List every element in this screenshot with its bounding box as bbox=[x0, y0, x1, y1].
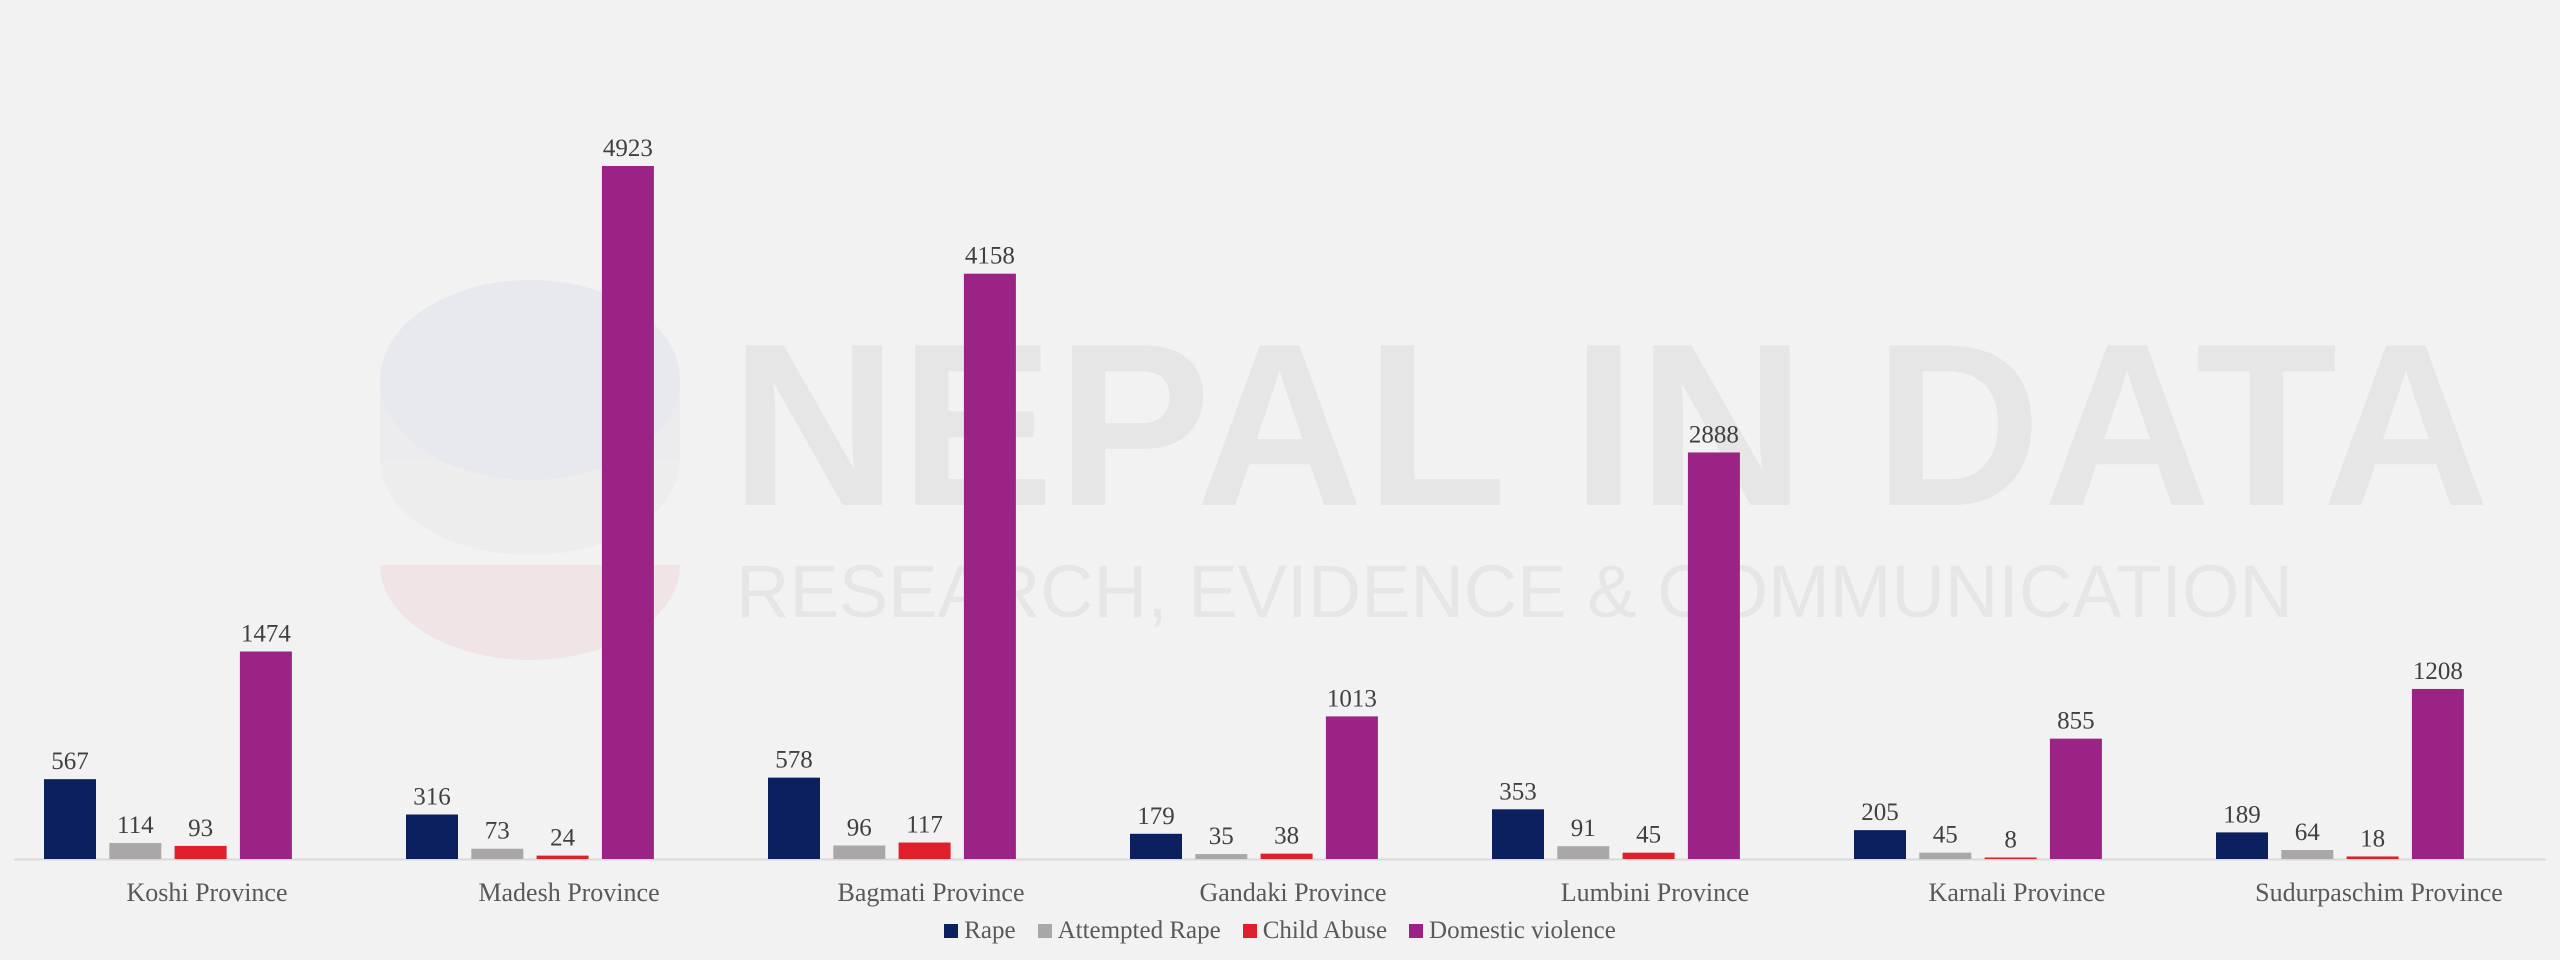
bar bbox=[1557, 846, 1610, 859]
bar bbox=[768, 777, 820, 859]
bar bbox=[174, 845, 227, 859]
data-label: 45 bbox=[1636, 822, 1661, 849]
data-label: 8 bbox=[2004, 827, 2017, 854]
x-tick-label: Lumbini Province bbox=[1561, 878, 1749, 907]
legend-label: Attempted Rape bbox=[1057, 917, 1221, 944]
bar bbox=[1687, 452, 1740, 859]
x-tick-label: Madesh Province bbox=[478, 878, 659, 907]
data-label: 96 bbox=[847, 814, 872, 841]
data-label: 24 bbox=[550, 825, 576, 852]
legend-item: Child Abuse bbox=[1242, 917, 1388, 945]
data-label: 316 bbox=[413, 784, 451, 811]
data-label: 4923 bbox=[603, 135, 653, 162]
data-label: 1013 bbox=[1327, 685, 1377, 712]
data-label: 189 bbox=[2223, 801, 2261, 828]
bar bbox=[1260, 853, 1313, 859]
data-label: 35 bbox=[1209, 823, 1234, 850]
legend-swatch bbox=[1242, 924, 1257, 938]
bar bbox=[1854, 830, 1906, 859]
bar bbox=[2411, 688, 2464, 859]
data-label: 1474 bbox=[241, 621, 292, 648]
data-label: 567 bbox=[51, 748, 89, 775]
bar bbox=[109, 842, 162, 859]
bar bbox=[1984, 857, 2037, 859]
bar bbox=[1919, 852, 1972, 859]
data-label: 45 bbox=[1933, 822, 1958, 849]
legend-item: Attempted Rape bbox=[1037, 917, 1221, 945]
legend-swatch bbox=[944, 924, 959, 938]
data-label: 855 bbox=[2057, 708, 2095, 735]
legend-swatch bbox=[1409, 924, 1424, 938]
legend-item: Domestic violence bbox=[1409, 917, 1616, 945]
bar bbox=[601, 166, 654, 859]
legend-label: Rape bbox=[964, 917, 1016, 944]
data-label: 91 bbox=[1571, 815, 1596, 842]
legend-label: Domestic violence bbox=[1429, 917, 1616, 944]
bar bbox=[1622, 852, 1675, 859]
bar bbox=[1492, 809, 1544, 859]
data-label: 38 bbox=[1274, 823, 1299, 850]
bar bbox=[2049, 738, 2102, 859]
data-label: 179 bbox=[1137, 803, 1175, 830]
data-label: 353 bbox=[1499, 778, 1537, 805]
legend-item: Rape bbox=[944, 917, 1016, 945]
bar bbox=[963, 273, 1016, 859]
x-tick-label: Koshi Province bbox=[126, 878, 287, 907]
bar bbox=[1195, 854, 1248, 859]
data-label: 114 bbox=[117, 812, 154, 839]
chart-legend: Rape Attempted Rape Child Abuse Domestic vi… bbox=[0, 917, 2560, 945]
x-tick-label: Gandaki Province bbox=[1199, 878, 1386, 907]
data-label: 2888 bbox=[1689, 421, 1739, 448]
bar bbox=[898, 842, 951, 859]
legend-swatch bbox=[1037, 924, 1052, 938]
bar bbox=[536, 855, 589, 859]
bar bbox=[406, 814, 458, 859]
data-label: 1208 bbox=[2413, 658, 2463, 685]
data-label: 117 bbox=[906, 812, 943, 839]
legend-label: Child Abuse bbox=[1262, 917, 1388, 944]
bar bbox=[2346, 856, 2399, 859]
bar bbox=[833, 845, 886, 859]
data-label: 18 bbox=[2360, 825, 2385, 852]
bar bbox=[44, 779, 96, 859]
x-tick-label: Karnali Province bbox=[1929, 878, 2106, 907]
data-label: 578 bbox=[775, 747, 813, 774]
bar bbox=[1130, 833, 1182, 859]
data-label: 4158 bbox=[965, 243, 1015, 270]
bar bbox=[1325, 716, 1378, 859]
bar bbox=[2216, 832, 2268, 859]
x-tick-label: Bagmati Province bbox=[837, 878, 1024, 907]
data-label: 64 bbox=[2295, 819, 2321, 846]
data-label: 93 bbox=[188, 815, 213, 842]
bar bbox=[239, 651, 292, 859]
bar bbox=[471, 848, 524, 859]
data-label: 73 bbox=[485, 818, 510, 845]
bar bbox=[2281, 849, 2334, 859]
data-label: 205 bbox=[1861, 799, 1899, 826]
x-tick-label: Sudurpaschim Province bbox=[2255, 878, 2503, 907]
